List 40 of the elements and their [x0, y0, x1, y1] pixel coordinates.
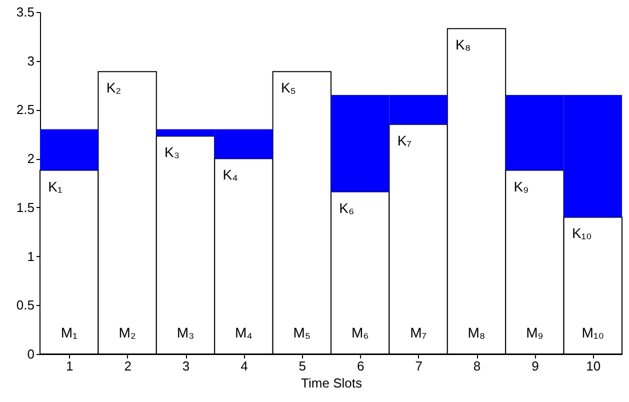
x-tick-label: 6 — [356, 358, 364, 374]
x-tick-label: 10 — [586, 358, 601, 374]
annotation: K₁ — [48, 178, 62, 194]
x-tick-label: 1 — [66, 358, 74, 374]
annotation: M₈ — [468, 324, 486, 340]
x-tick-label: 8 — [473, 358, 481, 374]
y-tick-label: 0.5 — [16, 298, 34, 313]
annotation: K₈ — [456, 36, 471, 53]
x-tick-label: 3 — [182, 358, 190, 374]
x-tick-label: 2 — [124, 358, 132, 374]
annotation: K₉ — [514, 178, 529, 194]
annotation: K₆ — [339, 200, 354, 216]
x-axis-title: Time Slots — [301, 376, 362, 390]
x-tick-label: 5 — [298, 358, 306, 374]
annotation: K₁₀ — [572, 225, 592, 242]
bar — [40, 129, 98, 170]
annotation: K₄ — [222, 166, 238, 183]
y-tick-label: 0 — [27, 346, 34, 362]
annotation: M₃ — [176, 324, 194, 340]
y-tick-label: 3 — [27, 53, 34, 68]
annotation: K₃ — [164, 144, 180, 160]
annotation: M₆ — [351, 324, 369, 340]
annotation: M₄ — [235, 324, 253, 340]
y-tick-label: 1.5 — [16, 200, 34, 215]
annotation: M₂ — [118, 324, 136, 340]
y-tick-label: 1 — [27, 248, 34, 264]
x-tick-label: 4 — [240, 358, 248, 374]
annotation: M₅ — [293, 324, 311, 340]
annotation: K₅ — [280, 80, 296, 96]
y-tick-label: 2 — [27, 151, 34, 166]
annotation: M₉ — [526, 324, 544, 340]
annotation: M₁ — [60, 324, 78, 340]
annotation: M₇ — [410, 324, 427, 340]
annotation: K₇ — [397, 132, 412, 148]
y-tick-label: 3.5 — [16, 4, 34, 20]
x-tick-label: 7 — [415, 358, 422, 374]
x-tick-label: 9 — [532, 358, 539, 374]
y-tick-label: 2.5 — [16, 102, 34, 118]
annotation: K₂ — [106, 80, 122, 96]
annotation: M₁₀ — [582, 324, 604, 340]
